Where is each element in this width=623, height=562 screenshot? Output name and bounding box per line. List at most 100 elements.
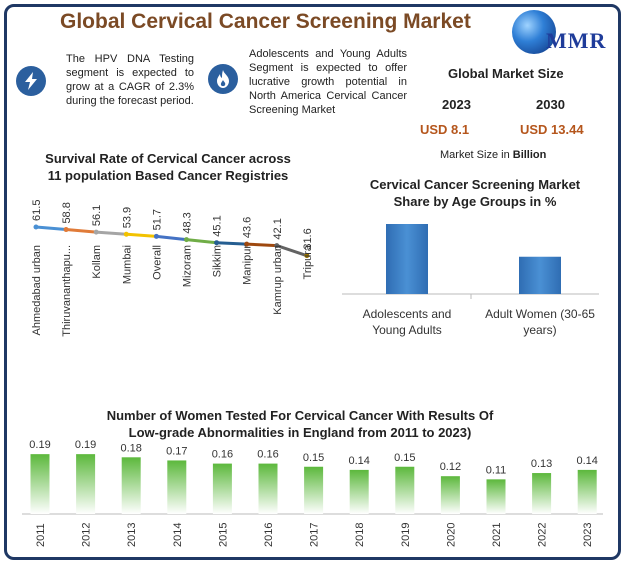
adolescents-highlight-text: Adolescents and Young Adults Segment is … [249, 48, 407, 116]
flame-icon [208, 64, 238, 94]
category-label: Tripura [302, 244, 314, 279]
data-point [63, 227, 69, 233]
bar [212, 463, 232, 514]
category-label: Overall [151, 245, 163, 280]
lightning-icon [16, 66, 46, 96]
category-label: 2018 [354, 523, 366, 547]
category-label: 2017 [309, 523, 321, 547]
category-label: 2016 [263, 523, 275, 547]
category-label: 2020 [445, 523, 457, 547]
data-label: 0.16 [212, 449, 233, 461]
data-label: 0.13 [531, 458, 552, 470]
unit-prefix: Market Size in [440, 149, 513, 161]
category-label: Sikkim [212, 245, 224, 277]
data-label: 0.11 [486, 464, 507, 476]
bar [440, 476, 460, 514]
data-label: 0.14 [348, 455, 369, 467]
category-label: 2015 [217, 523, 229, 547]
survival-chart-title: Survival Rate of Cervical Cancer across … [45, 151, 291, 183]
series-segment [94, 230, 128, 236]
series-segment [245, 242, 279, 248]
series-segment [124, 232, 158, 238]
data-point [33, 224, 39, 230]
category-label: Mizoram [182, 245, 194, 287]
data-label: 0.19 [29, 439, 50, 451]
series-segment [215, 241, 249, 246]
mmr-logo: MMR [508, 8, 612, 58]
category-label: Adolescents and [363, 307, 452, 321]
bar [167, 460, 187, 514]
category-label: Manipur [242, 245, 254, 285]
data-label: 31.6 [302, 228, 314, 249]
data-label: 58.8 [61, 202, 73, 223]
data-label: 0.14 [576, 455, 597, 467]
series-segment [34, 225, 68, 232]
data-label: 51.7 [151, 209, 163, 230]
series-segment [64, 228, 98, 234]
data-label: 48.3 [182, 212, 194, 233]
market-size-title: Global Market Size [448, 66, 564, 81]
category-label: Adult Women (30-65 [485, 307, 595, 321]
series-segment [154, 234, 188, 242]
market-size-unit: Market Size in Billion [440, 149, 546, 161]
bar [349, 469, 369, 514]
data-label: 0.15 [303, 452, 324, 464]
category-label: 2023 [582, 523, 594, 547]
category-label: Mumbai [121, 245, 133, 284]
data-label: 56.1 [91, 205, 103, 226]
data-point [153, 233, 159, 239]
data-label: 0.16 [257, 449, 278, 461]
data-point [244, 241, 250, 247]
age-share-chart-title: Cervical Cancer Screening Market Share b… [369, 177, 581, 209]
unit-bold: Billion [512, 149, 547, 161]
data-label: 53.9 [121, 207, 133, 228]
category-label: 2011 [35, 523, 47, 547]
category-label: Thiruvananthapu... [61, 245, 73, 337]
series-segment [185, 238, 219, 245]
bar [532, 473, 552, 514]
category-label: 2019 [400, 523, 412, 547]
bar [395, 466, 415, 514]
series-segment [275, 244, 309, 258]
category-label: 2022 [537, 523, 549, 547]
category-label: Ahmedabad urban [31, 245, 43, 336]
category-label: 2012 [81, 523, 93, 547]
data-point [123, 231, 129, 237]
bar [121, 457, 141, 514]
data-point [93, 229, 99, 235]
data-point [214, 240, 220, 246]
women-tested-chart-title: Number of Women Tested For Cervical Canc… [106, 408, 494, 440]
bar [258, 463, 278, 514]
bar [519, 256, 561, 294]
data-label: 0.17 [166, 445, 187, 457]
bar [386, 224, 428, 294]
data-label: 61.5 [31, 200, 43, 221]
bar [304, 466, 324, 514]
data-label: 45.1 [212, 215, 224, 236]
hpv-highlight-text: The HPV DNA Testing segment is expected … [66, 53, 194, 107]
category-label: 2021 [491, 523, 503, 547]
category-label: Kamrup urban [272, 245, 284, 315]
data-label: 42.1 [272, 218, 284, 239]
data-label: 43.6 [242, 217, 254, 238]
page-title: Global Cervical Cancer Screening Market [60, 10, 471, 33]
category-label: Kollam [91, 245, 103, 279]
data-label: 0.19 [75, 439, 96, 451]
data-point [184, 237, 189, 243]
bar [486, 479, 506, 514]
data-point [304, 253, 310, 259]
data-point [274, 243, 280, 249]
year-2023-label: 2023 [442, 97, 471, 112]
data-label: 0.15 [394, 452, 415, 464]
category-label: 2013 [126, 523, 138, 547]
bar [76, 454, 96, 514]
data-label: 0.12 [440, 461, 461, 473]
category-label: Young Adults [372, 323, 442, 337]
year-2030-label: 2030 [536, 97, 565, 112]
logo-text: MMR [546, 28, 607, 53]
value-2030: USD 13.44 [520, 122, 584, 137]
globe-icon [512, 10, 556, 54]
